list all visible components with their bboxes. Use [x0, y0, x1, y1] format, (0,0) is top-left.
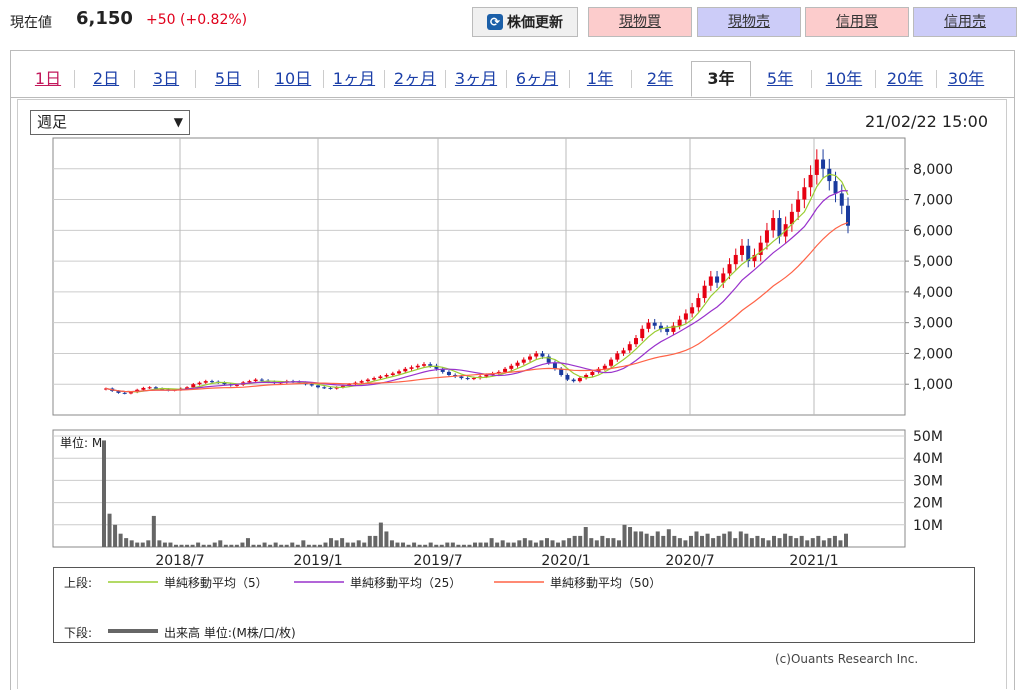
tab-10y[interactable]: 10年 — [825, 69, 863, 88]
refresh-icon: ⟳ — [487, 14, 503, 30]
period-select[interactable]: 週足 ▼ — [30, 110, 190, 135]
price-change: +50 (+0.82%) — [146, 12, 248, 28]
tab-1m[interactable]: 1ヶ月 — [332, 69, 376, 88]
chart-area: 週足 ▼ 21/02/22 15:00 — [17, 99, 1007, 689]
cash-sell-button[interactable]: 現物売 — [697, 7, 801, 37]
legend-ma50: 単純移動平均（50） — [550, 576, 662, 590]
tab-6m[interactable]: 6ヶ月 — [515, 69, 559, 88]
legend-ma5: 単純移動平均（5） — [164, 576, 268, 590]
tab-3y[interactable]: 3年 — [691, 61, 751, 97]
legend-ma50-swatch — [494, 581, 544, 583]
tab-5d[interactable]: 5日 — [214, 69, 242, 88]
header-bar: 現在値 6,150 +50 (+0.82%) ⟳ 株価更新 現物買 現物売 信用… — [0, 0, 1024, 44]
tab-1d[interactable]: 1日 — [34, 69, 62, 88]
legend-ma25: 単純移動平均（25） — [350, 576, 462, 590]
legend-upper-label: 上段: — [64, 576, 93, 590]
chevron-down-icon: ▼ — [173, 115, 183, 129]
period-tabs: 1日 2日 3日 5日 10日 1ヶ月 2ヶ月 3ヶ月 6ヶ月 1年 2年 3年… — [11, 61, 1014, 98]
chart-legend: 上段: 単純移動平均（5） 単純移動平均（25） 単純移動平均（50） 下段: … — [53, 567, 975, 643]
tab-2y[interactable]: 2年 — [646, 69, 674, 88]
legend-lower-label: 下段: — [64, 626, 93, 640]
price-label: 現在値 — [10, 15, 52, 31]
tab-30y[interactable]: 30年 — [947, 69, 985, 88]
tab-5y[interactable]: 5年 — [766, 69, 794, 88]
tab-2m[interactable]: 2ヶ月 — [393, 69, 437, 88]
refresh-price-button[interactable]: ⟳ 株価更新 — [472, 7, 578, 37]
refresh-price-label: 株価更新 — [507, 15, 563, 31]
legend-ma5-swatch — [108, 581, 158, 583]
timestamp: 21/02/22 15:00 — [864, 112, 988, 131]
tab-1y[interactable]: 1年 — [586, 69, 614, 88]
tab-3m[interactable]: 3ヶ月 — [454, 69, 498, 88]
margin-sell-button[interactable]: 信用売 — [913, 7, 1017, 37]
legend-volume-swatch — [108, 629, 158, 633]
cash-buy-button[interactable]: 現物買 — [588, 7, 692, 37]
tab-2d[interactable]: 2日 — [92, 69, 120, 88]
legend-ma25-swatch — [294, 581, 344, 583]
copyright-credit: (c)Ouants Research Inc. — [775, 652, 919, 666]
tab-10d[interactable]: 10日 — [274, 69, 312, 88]
legend-volume: 出来高 単位:(M株/口/枚) — [164, 626, 296, 640]
period-select-value: 週足 — [37, 113, 68, 131]
tab-20y[interactable]: 20年 — [886, 69, 924, 88]
tab-3d[interactable]: 3日 — [152, 69, 180, 88]
margin-buy-button[interactable]: 信用買 — [805, 7, 909, 37]
price-value: 6,150 — [76, 8, 133, 29]
